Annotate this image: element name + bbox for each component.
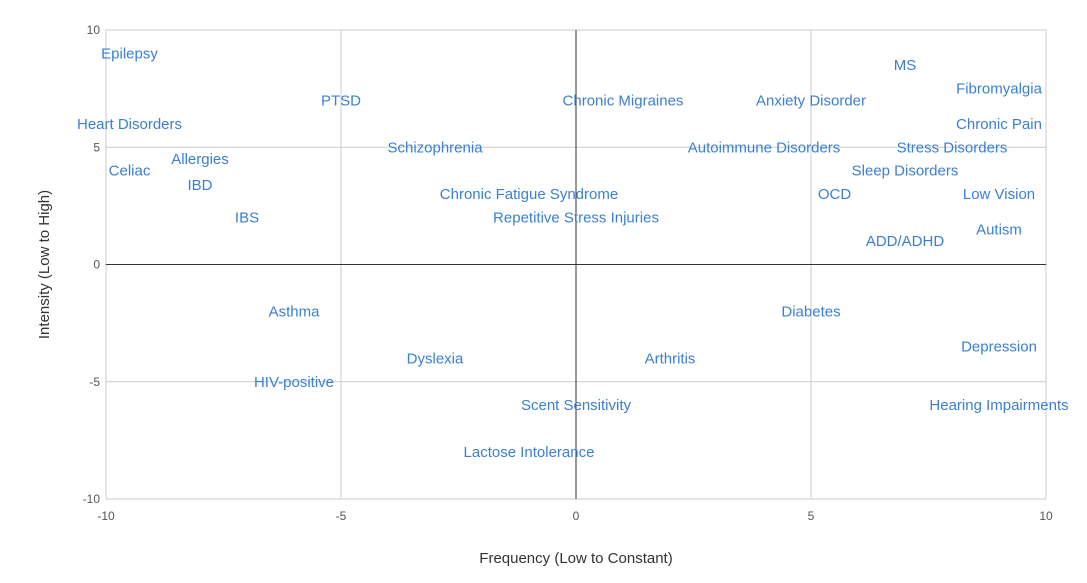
data-point-label: Autism <box>976 221 1022 238</box>
data-point-label: Dyslexia <box>407 350 464 367</box>
data-point-label: Celiac <box>109 163 151 180</box>
data-point-label: Asthma <box>269 303 321 320</box>
data-point-labels: Epilepsy Heart Disorders Celiac Allergies IB… <box>77 45 1069 461</box>
y-tick-label: -5 <box>89 375 100 389</box>
data-point-label: PTSD <box>321 92 361 109</box>
y-tick-label: 0 <box>93 258 100 272</box>
data-point-label: Repetitive Stress Injuries <box>493 210 659 227</box>
x-tick-label: 0 <box>573 509 580 523</box>
data-point-label: MS <box>894 57 917 74</box>
data-point-label: Fibromyalgia <box>956 81 1043 98</box>
data-point-label: IBD <box>187 177 212 194</box>
data-point-label: Depression <box>961 339 1037 356</box>
y-axis-title: Intensity (Low to High) <box>36 190 53 339</box>
x-tick-label: -10 <box>97 509 115 523</box>
data-point-label: Scent Sensitivity <box>521 397 632 414</box>
data-point-label: OCD <box>818 186 852 203</box>
data-point-label: Anxiety Disorder <box>756 92 866 109</box>
zero-axes <box>106 30 1046 499</box>
data-point-label: Epilepsy <box>101 45 158 62</box>
x-axis-title: Frequency (Low to Constant) <box>479 550 672 567</box>
data-point-label: Lactose Intolerance <box>464 444 595 461</box>
data-point-label: Schizophrenia <box>387 139 483 156</box>
data-point-label: Allergies <box>171 151 229 168</box>
data-point-label: Chronic Migraines <box>563 92 684 109</box>
x-tick-label: 10 <box>1039 509 1053 523</box>
x-tick-label: 5 <box>808 509 815 523</box>
data-point-label: Heart Disorders <box>77 116 182 133</box>
data-point-label: Sleep Disorders <box>852 163 959 180</box>
data-point-label: Autoimmune Disorders <box>688 139 841 156</box>
y-tick-label: -10 <box>83 492 101 506</box>
data-point-label: Arthritis <box>645 350 696 367</box>
data-point-label: Chronic Pain <box>956 116 1042 133</box>
data-point-label: Hearing Impairments <box>929 397 1068 414</box>
data-point-label: ADD/ADHD <box>866 233 945 250</box>
data-point-label: HIV-positive <box>254 374 334 391</box>
data-point-label: Chronic Fatigue Syndrome <box>440 186 618 203</box>
data-point-label: IBS <box>235 210 259 227</box>
data-point-label: Stress Disorders <box>897 139 1008 156</box>
y-tick-label: 10 <box>87 23 101 37</box>
x-tick-labels: -10 -5 0 5 10 <box>97 509 1053 523</box>
y-tick-labels: -10 -5 0 5 10 <box>83 23 101 506</box>
data-point-label: Low Vision <box>963 186 1035 203</box>
x-tick-label: -5 <box>336 509 347 523</box>
data-point-label: Diabetes <box>781 303 840 320</box>
y-tick-label: 5 <box>93 140 100 154</box>
